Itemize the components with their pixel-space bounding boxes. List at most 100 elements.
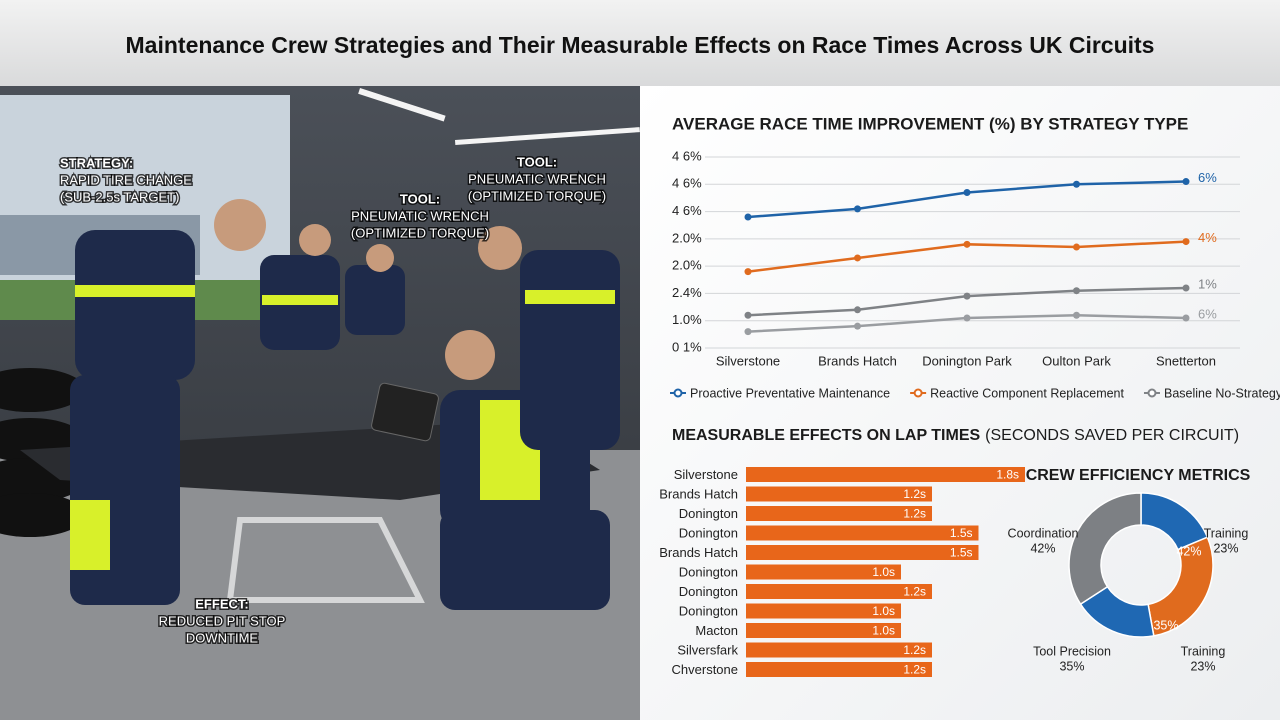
data-point [963, 314, 971, 322]
legend-label: Baseline No-Strategy [1164, 386, 1280, 400]
bar [746, 564, 901, 580]
data-point [1073, 180, 1080, 188]
data-point [1073, 311, 1080, 319]
data-point [1182, 178, 1190, 186]
category-label: Brands Hatch [659, 486, 738, 501]
x-tick-label: Silverstone [716, 353, 780, 368]
value-label: 1.0s [872, 604, 895, 618]
value-label: 1.2s [903, 487, 926, 501]
y-tick-label: 4 6% [672, 176, 702, 191]
bar [746, 525, 979, 541]
y-tick-label: 2.0% [672, 230, 702, 245]
segment-name: Training [1204, 526, 1249, 540]
end-label: 6% [1198, 306, 1217, 321]
donut-title: CREW EFFICIENCY METRICS [1026, 467, 1251, 484]
ceiling-light [455, 127, 640, 145]
data-point [963, 240, 971, 248]
data-point [744, 328, 752, 336]
category-label: Silversfark [677, 642, 738, 657]
bar [746, 662, 932, 677]
header-bar [0, 0, 1280, 86]
category-label: Donington [679, 525, 738, 540]
data-point [1182, 238, 1190, 246]
bar-title: MEASURABLE EFFECTS ON LAP TIMES [672, 427, 980, 444]
segment-value: 42% [1030, 541, 1055, 555]
y-tick-label: 0 1% [672, 339, 702, 354]
category-label: Macton [695, 623, 738, 638]
donut-segment [1147, 536, 1214, 637]
car-stand [226, 517, 425, 603]
data-point [744, 311, 752, 319]
segment-value: 23% [1213, 541, 1238, 555]
data-point [1182, 314, 1190, 322]
data-point [744, 213, 752, 221]
end-label: 4% [1198, 230, 1217, 245]
inner-label: 35% [1153, 618, 1178, 632]
bar [746, 603, 901, 619]
value-label: 1.8s [996, 468, 1019, 482]
bar [746, 467, 1025, 482]
category-label: Donington [679, 603, 738, 618]
line-chart-title: AVERAGE RACE TIME IMPROVEMENT (%) BY STR… [672, 114, 1188, 133]
data-point [963, 292, 971, 300]
end-label: 1% [1198, 276, 1217, 291]
category-label: Silverstone [674, 467, 738, 482]
tablet [371, 382, 439, 442]
value-label: 1.2s [903, 507, 926, 521]
data-point [854, 322, 861, 330]
category-label: Chverstone [672, 662, 738, 677]
segment-name: Training [1181, 644, 1226, 658]
photo-label-heading: STRATEGY: [60, 155, 133, 170]
value-label: 1.5s [950, 526, 973, 540]
ceiling-light [358, 88, 446, 122]
legend-label: Proactive Preventative Maintenance [690, 386, 890, 400]
photo-label-text: PNEUMATIC WRENCH [351, 208, 489, 223]
x-tick-label: Brands Hatch [818, 353, 897, 368]
bar [746, 506, 932, 521]
value-label: 1.2s [903, 643, 926, 657]
photo-label-text: PNEUMATIC WRENCH [468, 171, 606, 186]
bar [746, 642, 932, 658]
data-point [1073, 243, 1080, 251]
photo-labels: STRATEGY: RAPID TIRE CHANGE (SUB-2.5s TARG… [59, 153, 608, 647]
charts: 0 1% 1.0% 2.4% 2.0% 2.0% 4 6% 4 6% 4 6% Silverst… [659, 148, 1280, 677]
value-label: 1.2s [903, 585, 926, 599]
x-tick-label: Donington Park [922, 353, 1012, 368]
value-label: 1.0s [872, 624, 895, 638]
value-label: 1.2s [903, 663, 926, 677]
segment-name: Tool Precision [1033, 644, 1111, 658]
legend-marker [913, 388, 923, 398]
x-tick-label: Oulton Park [1042, 353, 1111, 368]
y-tick-label: 4 6% [672, 148, 702, 163]
crew-member [70, 199, 266, 605]
category-label: Donington [679, 506, 738, 521]
x-tick-label: Snetterton [1156, 353, 1216, 368]
y-tick-label: 2.4% [672, 285, 702, 300]
photo-label-text: REDUCED PIT STOP [159, 613, 286, 628]
photo-label-heading: TOOL: [400, 191, 440, 206]
photo-label-text: DOWNTIME [186, 630, 259, 645]
data-point [854, 306, 861, 314]
category-label: Donington [679, 584, 738, 599]
photo [0, 86, 640, 720]
photo-label-text: (OPTIMIZED TORQUE) [468, 188, 606, 203]
category-label: Donington [679, 564, 738, 579]
bar [746, 623, 901, 638]
photo-label-text: RAPID TIRE CHANGE [60, 172, 192, 187]
bar [746, 545, 979, 560]
bar [746, 486, 932, 502]
data-point [963, 188, 971, 196]
donut-segment [1068, 492, 1142, 606]
legend-label: Reactive Component Replacement [930, 386, 1124, 400]
segment-name: Coordination [1008, 526, 1079, 540]
segment-value: 35% [1059, 659, 1084, 673]
y-tick-label: 1.0% [672, 312, 702, 327]
photo-label-text: (OPTIMIZED TORQUE) [351, 225, 489, 240]
photo-label-heading: EFFECT: [195, 596, 248, 611]
value-label: 1.5s [950, 546, 973, 560]
category-label: Brands Hatch [659, 545, 738, 560]
y-tick-label: 4 6% [672, 203, 702, 218]
data-point [1182, 284, 1190, 292]
